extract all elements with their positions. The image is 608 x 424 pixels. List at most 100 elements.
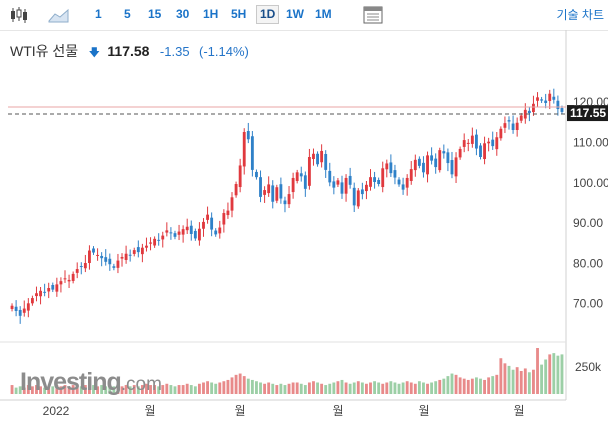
candle-body	[291, 177, 295, 193]
volume-bar	[511, 369, 515, 394]
candle-body	[466, 142, 470, 144]
volume-bar	[560, 354, 564, 394]
volume-bar	[79, 386, 83, 394]
candle-body	[356, 190, 360, 207]
volume-bar	[532, 369, 535, 394]
price-grid	[0, 30, 567, 401]
timeframe-15[interactable]: 15	[148, 7, 162, 21]
volume-bar	[263, 383, 267, 394]
volume-bar	[332, 382, 336, 394]
price-tick-label: 90.00	[573, 216, 603, 230]
timeframe-1w[interactable]: 1W	[286, 7, 304, 21]
volume-bar	[124, 385, 128, 394]
candle-body	[405, 177, 409, 188]
volume-bar	[291, 382, 295, 394]
volume-bar	[328, 383, 332, 394]
candle-body	[271, 185, 275, 202]
candle-body	[438, 150, 442, 171]
volume-bar	[401, 382, 405, 394]
volume-bar	[214, 383, 218, 394]
volume-bar	[226, 379, 230, 394]
volume-bar	[181, 385, 185, 394]
candle-body	[385, 163, 389, 170]
candle-body	[67, 279, 71, 282]
candle-body	[132, 250, 136, 254]
candlesticks	[10, 88, 564, 324]
timeframe-5h[interactable]: 5H	[231, 7, 247, 21]
candlestick-chart-icon[interactable]	[8, 5, 30, 25]
timeframe-1h[interactable]: 1H	[203, 7, 219, 21]
candle-body	[112, 266, 116, 268]
candle-body	[560, 108, 564, 112]
time-axis: 2022 월 월 월 월 월	[43, 404, 525, 418]
candle-body	[30, 298, 34, 304]
volume-bar	[365, 383, 368, 394]
candle-body	[255, 171, 258, 178]
volume-bar	[71, 385, 75, 394]
timeframe-1d[interactable]: 1D	[256, 5, 280, 24]
candle-body	[458, 148, 462, 158]
candle-body	[381, 168, 385, 188]
volume-bar	[316, 382, 319, 394]
volume-bar	[39, 386, 42, 394]
volume-bar	[336, 381, 340, 394]
candle-body	[104, 257, 108, 262]
volume-bar	[116, 385, 120, 394]
candle-body	[430, 155, 434, 161]
volume-bar	[548, 354, 552, 394]
volume-bar	[426, 383, 429, 394]
candle-body	[22, 308, 26, 313]
table-view-icon[interactable]	[362, 5, 384, 25]
candle-body	[532, 103, 535, 113]
volume-bar	[267, 382, 271, 394]
last-price: 117.58	[107, 43, 150, 59]
candle-body	[446, 152, 450, 164]
candle-body	[556, 100, 560, 110]
candle-body	[312, 153, 315, 160]
volume-bar	[10, 385, 14, 394]
volume-bar	[149, 385, 152, 394]
volume-bar	[527, 372, 531, 394]
candle-body	[540, 99, 544, 101]
time-tick-label: 월	[234, 404, 245, 418]
volume-bar	[438, 379, 442, 394]
candle-body	[511, 123, 515, 130]
timeframe-1[interactable]: 1	[95, 7, 102, 21]
volume-bar	[340, 379, 344, 394]
last-price-tag-label: 117.55	[570, 106, 606, 120]
volume-bar	[356, 381, 360, 394]
volume-bar	[466, 379, 470, 394]
volume-bar	[59, 386, 63, 394]
volume-bar	[413, 383, 417, 394]
last-price-line: 117.55	[8, 105, 608, 122]
investing-logo: Investing.com	[20, 368, 162, 397]
volume-bar	[185, 383, 189, 394]
candle-body	[295, 172, 299, 181]
candle-body	[377, 179, 381, 185]
volume-bar	[26, 385, 30, 394]
volume-bar	[100, 385, 104, 394]
candle-body	[409, 169, 413, 181]
price-chart[interactable]: 117.55 70.00 80.00 90.00 100.00 110.00 120.00…	[0, 30, 608, 424]
candle-body	[397, 179, 401, 185]
candle-body	[157, 239, 161, 241]
candle-body	[328, 170, 332, 183]
timeframe-30[interactable]: 30	[176, 7, 190, 21]
timeframe-5[interactable]: 5	[124, 7, 131, 21]
price-axis: 70.00 80.00 90.00 100.00 110.00 120.00 250k	[573, 95, 608, 374]
volume-bar	[417, 381, 421, 394]
volume-bar	[75, 385, 79, 394]
volume-bar	[63, 385, 67, 394]
technical-chart-link[interactable]: 기술 차트	[556, 8, 605, 22]
volume-bar	[157, 386, 161, 394]
candle-body	[26, 303, 30, 311]
candle-body	[79, 266, 83, 268]
candle-body	[120, 256, 124, 259]
logo-brand: Investing	[20, 368, 122, 396]
candle-body	[96, 254, 100, 256]
candle-body	[145, 245, 148, 248]
volume-bar	[540, 364, 544, 394]
area-chart-icon[interactable]	[47, 5, 71, 25]
candle-body	[226, 210, 230, 216]
timeframe-1m[interactable]: 1M	[315, 7, 332, 21]
